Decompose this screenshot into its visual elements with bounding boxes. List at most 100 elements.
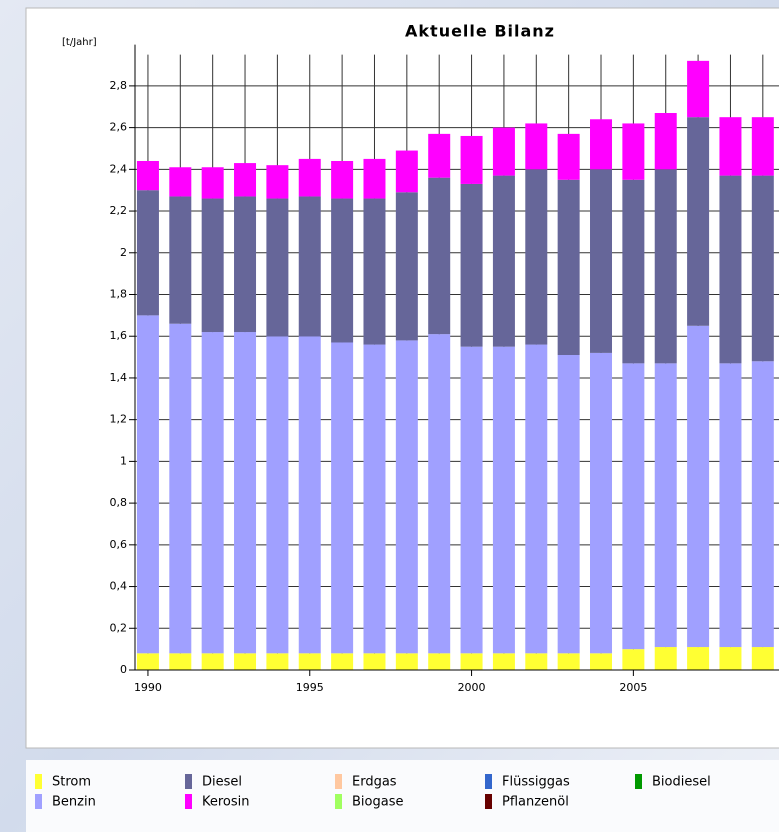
bar-segment [136, 190, 159, 316]
legend-label: Pflanzenöl [502, 795, 569, 810]
legend-swatch [485, 774, 492, 789]
bar-segment [331, 342, 354, 654]
bar-segment [687, 325, 710, 648]
bar-segment [654, 647, 677, 670]
x-tick-label: 1990 [134, 681, 162, 694]
bar-segment [428, 177, 451, 335]
axes: 0 0,2 0,4 0,6 0,8 1 1,2 1,4 1,6 1,8 2 2,2 2,4 2,6 2,8 1… [110, 44, 779, 694]
bar-segment [590, 653, 613, 670]
bar-segment [751, 361, 774, 648]
bar-segment [266, 653, 289, 670]
y-tick-label: 2,8 [110, 79, 128, 92]
bar-segment [169, 167, 192, 197]
bar-segment [266, 336, 289, 654]
y-tick-label: 0 [120, 663, 127, 676]
bar-segment [525, 344, 548, 654]
bar-segment [363, 198, 386, 345]
bar-segment [525, 653, 548, 670]
bar-segment [622, 363, 645, 650]
bar-segment [169, 196, 192, 324]
legend-label: Biodiesel [652, 775, 711, 790]
x-tick-label: 2005 [619, 681, 647, 694]
bar-segment [363, 344, 386, 654]
bar-segment [136, 653, 159, 670]
y-tick-label: 0,6 [110, 538, 128, 551]
bar-segment [492, 127, 515, 176]
y-tick-label: 0,8 [110, 496, 128, 509]
bar-segment [590, 352, 613, 654]
y-axis-label: [t/Jahr] [62, 37, 97, 48]
legend-panel [26, 760, 779, 832]
bar-segment [557, 354, 580, 654]
y-tick-label: 1,4 [110, 371, 128, 384]
bar-segment [201, 198, 224, 333]
bar-segment [395, 340, 418, 654]
bar-segment [557, 179, 580, 355]
legend-swatch [635, 774, 642, 789]
bar-segment [492, 175, 515, 347]
legend-label: Benzin [52, 795, 96, 810]
bar-segment [428, 133, 451, 178]
bar-segment [719, 117, 742, 176]
legend-swatch [185, 794, 192, 809]
legend-label: Diesel [202, 775, 242, 790]
bar-segment [492, 346, 515, 654]
bar-segment [687, 647, 710, 670]
bar-segment [331, 198, 354, 343]
bar-segment [136, 160, 159, 191]
bar-segment [298, 158, 321, 197]
bar-segment [719, 647, 742, 670]
bar-segment [363, 158, 386, 199]
y-tick-label: 1,8 [110, 288, 128, 301]
legend-label: Erdgas [352, 775, 397, 790]
y-tick-label: 1,6 [110, 329, 128, 342]
bar-segment [622, 179, 645, 364]
bar-segment [525, 123, 548, 170]
x-tick-label: 2000 [458, 681, 486, 694]
bar-segment [460, 346, 483, 654]
bar-segment [331, 653, 354, 670]
bar-segment [460, 135, 483, 184]
y-tick-label: 0,2 [110, 621, 128, 634]
bar-segment [234, 332, 257, 654]
y-tick-label: 1,2 [110, 413, 128, 426]
bar-segment [590, 169, 613, 353]
bar-segment [654, 169, 677, 364]
bar-segment [751, 175, 774, 362]
legend-swatch [35, 794, 42, 809]
bar-segment [751, 647, 774, 670]
legend-label: Flüssiggas [502, 775, 570, 790]
bar-segment [590, 119, 613, 170]
y-tick-label: 2,4 [110, 162, 128, 175]
bar-segment [687, 117, 710, 326]
y-tick-label: 0,4 [110, 580, 128, 593]
bar-segment [719, 363, 742, 648]
bar-segment [266, 198, 289, 337]
legend-label: Strom [52, 775, 91, 790]
bar-segment [428, 334, 451, 654]
bar-segment [654, 113, 677, 170]
y-tick-label: 1 [120, 454, 127, 467]
bar-segment [687, 60, 710, 118]
legend-swatch [335, 794, 342, 809]
bar-segment [201, 167, 224, 199]
bar-segment [201, 332, 224, 654]
legend-swatch [485, 794, 492, 809]
legend-swatch [185, 774, 192, 789]
y-tick-label: 2,2 [110, 204, 128, 217]
bar-segment [557, 133, 580, 180]
bar-segment [525, 169, 548, 345]
bar-segment [298, 336, 321, 654]
bar-segment [331, 160, 354, 199]
bar-segment [557, 653, 580, 670]
y-tick-label: 2 [120, 246, 127, 259]
legend-label: Kerosin [202, 795, 250, 810]
bar-segment [492, 653, 515, 670]
bar-segment [234, 163, 257, 197]
bar-segment [719, 175, 742, 364]
bar-segment [201, 653, 224, 670]
bar-segment [298, 653, 321, 670]
bar-segment [460, 653, 483, 670]
